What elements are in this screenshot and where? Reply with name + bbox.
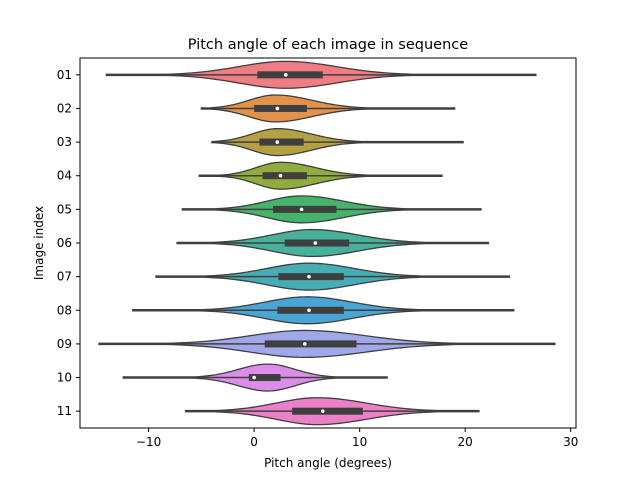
y-tick-label-09: 09 <box>57 337 72 351</box>
median-point-06 <box>313 241 318 245</box>
iqr-box-10 <box>248 374 281 382</box>
axes-layer: 01 02 03 04 05 06 07 08 09 10 11 −10 0 10 20 30 <box>57 57 578 449</box>
y-tick-label-10: 10 <box>57 371 72 385</box>
iqr-box-03 <box>259 138 304 146</box>
x-axis-label: Pitch angle (degrees) <box>264 456 392 470</box>
y-tick-label-05: 05 <box>57 202 72 216</box>
y-tick-label-04: 04 <box>57 169 72 183</box>
y-tick-label-11: 11 <box>57 404 72 418</box>
median-point-10 <box>252 375 256 380</box>
y-axis-label: Image index <box>32 206 46 280</box>
median-point-04 <box>278 173 283 178</box>
violins-layer <box>98 60 556 426</box>
chart-title: Pitch angle of each image in sequence <box>188 37 468 53</box>
iqr-box-01 <box>257 71 323 79</box>
median-point-05 <box>299 207 304 212</box>
median-point-11 <box>320 409 325 413</box>
y-tick-label-06: 06 <box>57 236 72 250</box>
median-point-03 <box>275 140 280 144</box>
y-tick-label-08: 08 <box>57 303 72 317</box>
iqr-box-04 <box>262 172 307 180</box>
iqr-box-02 <box>254 104 307 112</box>
median-point-02 <box>275 106 280 111</box>
iqr-box-11 <box>292 407 363 415</box>
iqr-box-07 <box>278 273 344 281</box>
x-tick-label: 20 <box>458 435 473 449</box>
y-tick-label-02: 02 <box>57 101 72 115</box>
x-tick-label: −10 <box>136 435 161 449</box>
iqr-box-09 <box>264 340 357 348</box>
plot-frame <box>79 57 577 429</box>
y-tick-label-07: 07 <box>57 270 72 284</box>
median-point-09 <box>302 342 307 346</box>
y-tick-label-01: 01 <box>57 68 72 82</box>
iqr-box-05 <box>273 205 337 213</box>
median-point-08 <box>307 308 311 313</box>
x-tick-label: 30 <box>563 435 578 449</box>
y-tick-label-03: 03 <box>57 135 72 149</box>
median-point-01 <box>283 73 288 77</box>
x-tick-label: 0 <box>250 435 258 449</box>
x-tick-label: 10 <box>352 435 367 449</box>
median-point-07 <box>307 274 311 279</box>
